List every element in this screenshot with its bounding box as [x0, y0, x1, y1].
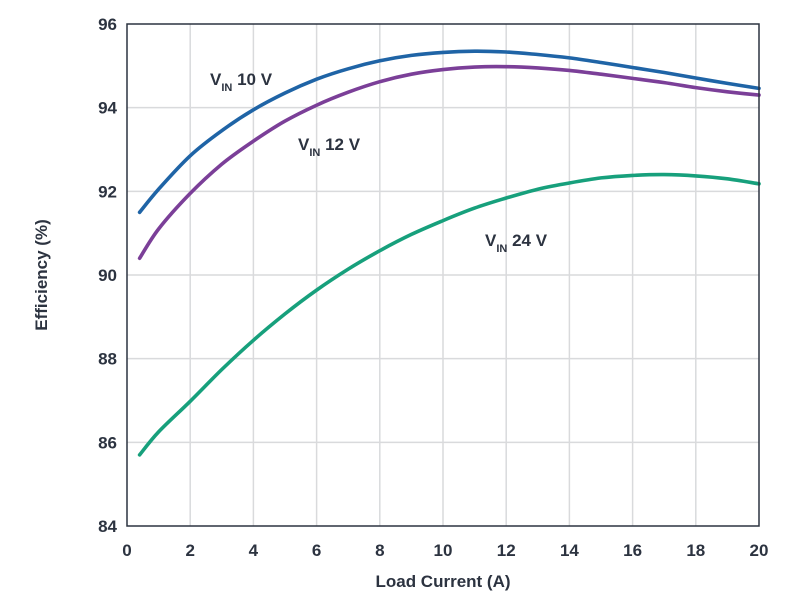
- x-tick-label: 18: [686, 541, 705, 560]
- y-tick-labels: 84 86 88 90 92 94 96: [98, 15, 117, 536]
- x-tick-label: 6: [312, 541, 321, 560]
- x-tick-label: 12: [497, 541, 516, 560]
- x-tick-label: 14: [560, 541, 579, 560]
- series-line: [137, 172, 761, 457]
- series-line: [137, 49, 761, 215]
- y-axis-title: Efficiency (%): [32, 219, 51, 330]
- series-label: VIN 10 V: [210, 70, 273, 94]
- y-tick-label: 96: [98, 15, 117, 34]
- x-tick-label: 4: [249, 541, 259, 560]
- y-tick-label: 94: [98, 99, 117, 118]
- x-tick-label: 16: [623, 541, 642, 560]
- y-tick-label: 86: [98, 433, 117, 452]
- x-tick-labels: 0 2 4 6 8 10 12 14 16 18 20: [122, 541, 768, 560]
- series-label: VIN 12 V: [298, 135, 361, 159]
- series-lines: [137, 49, 761, 457]
- x-tick-label: 0: [122, 541, 131, 560]
- y-tick-label: 90: [98, 266, 117, 285]
- plot-frame: [126, 23, 760, 527]
- series-labels: VIN 10 V VIN 12 V VIN 24 V: [210, 70, 548, 255]
- y-tick-label: 84: [98, 517, 117, 536]
- x-axis-title: Load Current (A): [375, 572, 510, 591]
- x-tick-label: 8: [375, 541, 384, 560]
- series-line: [137, 64, 761, 261]
- series-label: VIN 24 V: [485, 231, 548, 255]
- x-tick-label: 20: [750, 541, 769, 560]
- x-tick-label: 2: [185, 541, 194, 560]
- x-tick-label: 10: [434, 541, 453, 560]
- y-tick-label: 88: [98, 350, 117, 369]
- grid-lines: [127, 24, 759, 526]
- y-tick-label: 92: [98, 182, 117, 201]
